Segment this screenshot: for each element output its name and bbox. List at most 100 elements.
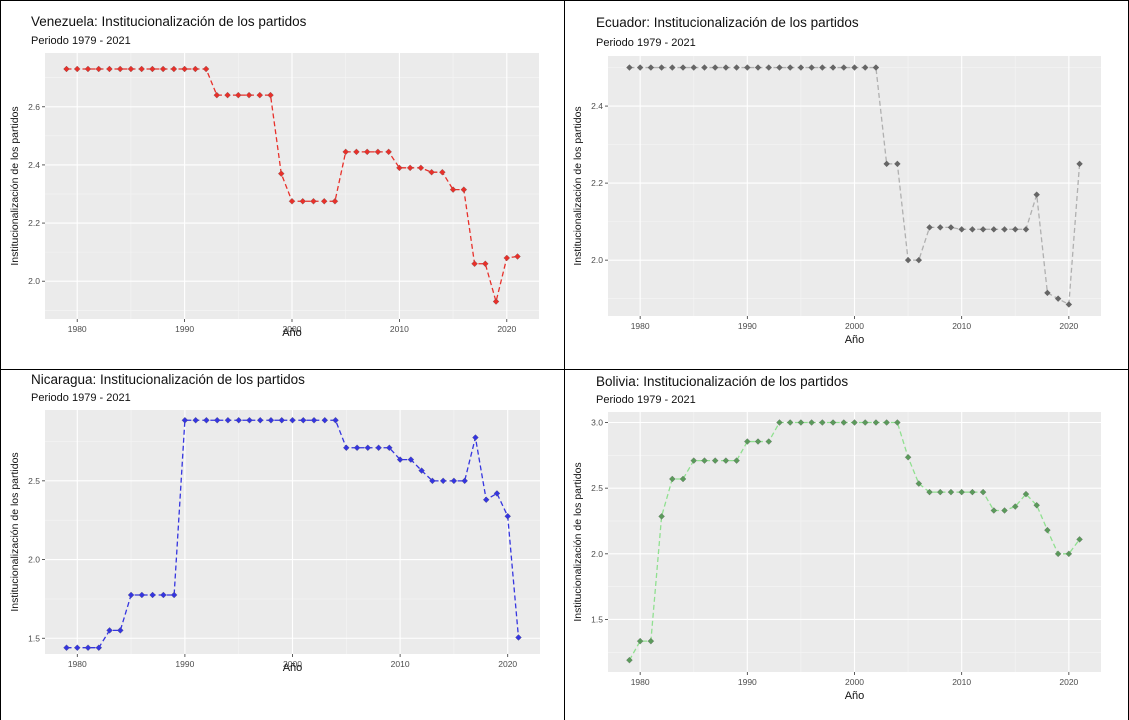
- data-point: [808, 419, 815, 426]
- data-point: [127, 591, 135, 599]
- data-point: [471, 260, 478, 267]
- data-point: [786, 419, 794, 426]
- data-point: [385, 148, 392, 156]
- panel-bolivia: Bolivia: Institucionalización de los par…: [565, 370, 1129, 720]
- y-axis-label: Institucionalización de los partidos: [572, 106, 584, 265]
- data-point: [894, 160, 901, 168]
- data-point: [74, 644, 81, 651]
- chart-title: Nicaragua: Institucionalización de los p…: [31, 372, 305, 387]
- y-axis-label: Institucionalización de los partidos: [572, 462, 584, 621]
- data-point: [1044, 289, 1051, 297]
- data-point: [299, 198, 306, 205]
- data-point: [701, 64, 708, 71]
- data-point: [363, 148, 371, 156]
- data-point: [256, 91, 263, 99]
- tick-label-x: 1990: [738, 321, 757, 331]
- data-point: [733, 457, 740, 464]
- data-point: [647, 64, 655, 71]
- data-point: [439, 168, 446, 176]
- y-axis-label: Institucionalización de los partidos: [9, 106, 21, 265]
- data-point: [224, 417, 232, 424]
- data-point: [990, 507, 998, 514]
- data-point: [733, 64, 740, 71]
- data-point: [192, 65, 199, 73]
- data-point: [701, 457, 708, 464]
- x-axis-label: Año: [845, 690, 865, 702]
- data-point: [872, 419, 880, 426]
- data-point: [862, 419, 869, 426]
- data-point: [754, 64, 762, 71]
- data-point: [450, 477, 458, 485]
- data-point: [181, 65, 188, 73]
- data-point: [711, 457, 719, 464]
- data-point: [958, 488, 965, 496]
- tick-label-x: 1990: [738, 677, 757, 687]
- data-point: [990, 226, 998, 233]
- data-point: [711, 64, 719, 71]
- data-point: [321, 417, 328, 424]
- tick-label-x: 1980: [68, 324, 87, 334]
- data-point: [461, 477, 468, 485]
- data-point: [84, 644, 92, 651]
- data-point: [84, 65, 92, 73]
- data-point: [493, 490, 501, 497]
- tick-label-x: 2020: [1059, 321, 1078, 331]
- data-point: [331, 198, 339, 205]
- data-point: [106, 627, 113, 634]
- data-point: [417, 164, 425, 172]
- data-point: [492, 298, 500, 305]
- data-point: [449, 186, 457, 193]
- tick-label-y: 2.2: [591, 178, 603, 188]
- tick-label-x: 2000: [283, 659, 302, 669]
- data-point: [482, 496, 490, 503]
- data-point: [515, 634, 522, 641]
- data-point: [213, 417, 221, 424]
- chart-ecuador: Ecuador: Institucionalización de los par…: [572, 15, 1101, 346]
- data-point: [797, 64, 805, 71]
- data-point: [754, 438, 762, 445]
- data-point: [106, 65, 113, 73]
- data-point: [95, 644, 103, 651]
- data-point: [904, 454, 912, 461]
- data-point: [1054, 295, 1062, 302]
- data-point: [353, 444, 361, 451]
- data-point: [149, 65, 156, 73]
- data-point: [321, 198, 328, 205]
- data-point: [203, 417, 210, 424]
- chart-subtitle: Periodo 1979 - 2021: [596, 37, 696, 49]
- data-point: [926, 224, 933, 231]
- data-point: [396, 456, 404, 463]
- tick-label-x: 2010: [391, 659, 410, 669]
- data-point: [626, 64, 633, 71]
- data-point: [246, 417, 253, 424]
- data-point: [503, 254, 510, 262]
- data-point: [192, 417, 199, 424]
- data-point: [514, 253, 521, 260]
- chart-title: Bolivia: Institucionalización de los par…: [596, 374, 848, 389]
- data-point: [679, 64, 687, 71]
- data-point: [744, 64, 751, 71]
- tick-label-y: 2.0: [591, 255, 603, 265]
- tick-label-y: 2.4: [591, 101, 603, 111]
- tick-label-x: 1980: [68, 659, 87, 669]
- chart-title: Ecuador: Institucionalización de los par…: [596, 15, 859, 30]
- data-point: [1076, 536, 1083, 543]
- data-point: [969, 226, 976, 233]
- data-point: [396, 164, 403, 172]
- data-point: [116, 65, 124, 73]
- data-point: [744, 438, 751, 445]
- data-point: [74, 65, 81, 73]
- data-point: [63, 65, 70, 73]
- data-point: [904, 256, 912, 264]
- data-point: [288, 198, 296, 205]
- data-point: [429, 477, 436, 485]
- data-point: [460, 186, 468, 193]
- data-point: [894, 419, 901, 426]
- data-point: [235, 91, 242, 99]
- tick-label-x: 1980: [631, 677, 650, 687]
- tick-label-x: 2020: [498, 659, 517, 669]
- data-point: [407, 456, 415, 463]
- chart-subtitle: Periodo 1979 - 2021: [31, 392, 131, 404]
- y-axis-label: Institucionalización de los partidos: [9, 452, 21, 611]
- data-point: [872, 64, 880, 71]
